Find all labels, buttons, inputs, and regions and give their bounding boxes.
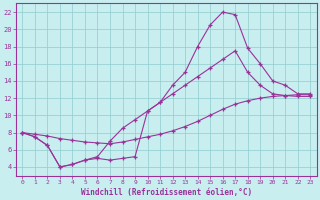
X-axis label: Windchill (Refroidissement éolien,°C): Windchill (Refroidissement éolien,°C) [81,188,252,197]
